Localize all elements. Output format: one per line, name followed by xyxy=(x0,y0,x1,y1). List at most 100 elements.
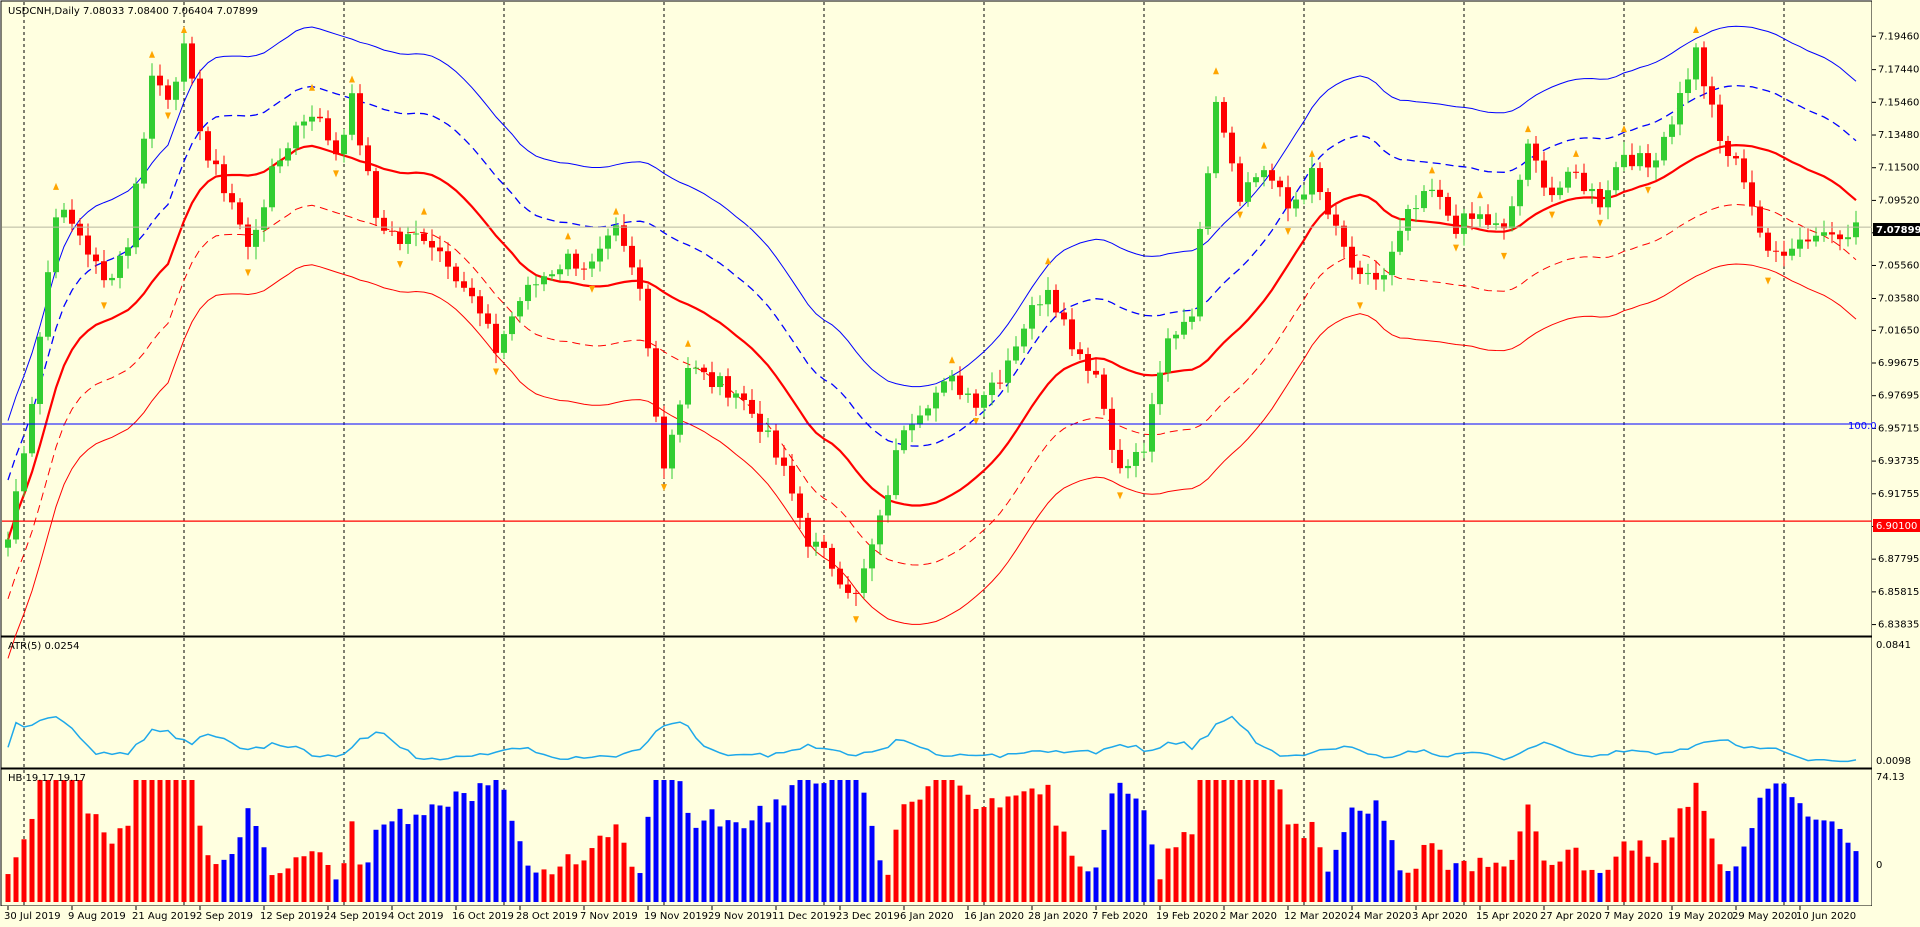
candle-body xyxy=(221,164,227,194)
candle-body xyxy=(581,268,587,270)
hb-bar xyxy=(709,809,715,902)
hb-bar xyxy=(1021,791,1027,902)
price-tick-label: 6.91755 xyxy=(1878,489,1919,500)
candle-body xyxy=(1437,189,1443,197)
hb-bar xyxy=(325,864,331,902)
hb-bar xyxy=(909,801,915,902)
candle-body xyxy=(1037,304,1043,306)
candle-body xyxy=(1733,156,1739,159)
hb-bar xyxy=(1797,803,1803,902)
atr-bottom-label: 0.0098 xyxy=(1876,756,1911,767)
hb-bar xyxy=(1429,843,1435,902)
candle-body xyxy=(741,393,747,400)
candle-body xyxy=(237,202,243,225)
candle-body xyxy=(1085,354,1091,371)
hb-bar xyxy=(1653,862,1659,902)
candle-body xyxy=(53,217,59,273)
hb-bar xyxy=(1709,838,1715,902)
candle-body xyxy=(5,539,11,548)
candle-body xyxy=(893,450,899,496)
candle-body xyxy=(677,404,683,435)
price-tick-label: 6.85815 xyxy=(1878,587,1919,598)
candle-body xyxy=(1397,230,1403,252)
hb-bar xyxy=(949,780,955,902)
hb-bar xyxy=(1845,842,1851,902)
fractal-marker xyxy=(149,50,155,58)
lower-outer-band xyxy=(7,263,1857,659)
candle-body xyxy=(789,465,795,494)
hb-bar xyxy=(1085,871,1091,902)
hb-bar xyxy=(621,842,627,902)
hb-bar xyxy=(1517,831,1523,902)
hb-bar xyxy=(213,864,219,902)
hb-bar xyxy=(1357,810,1363,902)
hb-bar xyxy=(645,816,651,902)
candle-body xyxy=(1517,179,1523,207)
hb-bar xyxy=(205,855,211,902)
price-tick-label: 6.93735 xyxy=(1878,456,1919,467)
candle-body xyxy=(1197,228,1203,317)
candle-body xyxy=(1221,101,1227,133)
candle-body xyxy=(1149,404,1155,452)
hb-bar xyxy=(165,780,171,902)
candle-body xyxy=(885,495,891,516)
candle-body xyxy=(1173,334,1179,339)
candle-body xyxy=(997,382,1003,384)
fractal-marker xyxy=(949,356,955,364)
hb-bar xyxy=(341,863,347,902)
hb-bar xyxy=(1077,866,1083,902)
hb-bar xyxy=(1381,820,1387,902)
candle-body xyxy=(1725,140,1731,157)
candle-body xyxy=(1405,209,1411,231)
fractal-marker xyxy=(1549,211,1555,219)
candle-body xyxy=(933,392,939,409)
candle-body xyxy=(1077,349,1083,355)
candle-body xyxy=(1853,222,1859,238)
candle-body xyxy=(1157,372,1163,405)
candle-body xyxy=(853,592,859,594)
hb-bar xyxy=(1621,841,1627,902)
candle-body xyxy=(405,234,411,244)
candle-body xyxy=(1541,160,1547,188)
atr-top-label: 0.0841 xyxy=(1876,640,1911,651)
hb-bar xyxy=(101,832,107,902)
hb-bar xyxy=(1125,793,1131,902)
price-tick-label: 6.87795 xyxy=(1878,554,1919,565)
candle-body xyxy=(1045,289,1051,305)
hb-bar xyxy=(493,780,499,902)
candle-body xyxy=(1269,170,1275,181)
fractal-marker xyxy=(309,83,315,91)
candle-body xyxy=(173,81,179,100)
candle-body xyxy=(21,453,27,492)
candle-body xyxy=(461,281,467,288)
hb-bar xyxy=(293,857,299,902)
hb-bottom-label: 0 xyxy=(1876,860,1882,871)
hb-bar xyxy=(1781,783,1787,902)
price-tick-label: 7.17440 xyxy=(1878,65,1919,76)
hb-bar xyxy=(581,860,587,902)
hb-bar xyxy=(749,820,755,902)
hb-bar xyxy=(1149,844,1155,902)
hb-bar xyxy=(981,807,987,902)
candle-body xyxy=(1669,124,1675,137)
candle-body xyxy=(421,233,427,241)
hb-bar xyxy=(1645,856,1651,902)
candle-body xyxy=(1133,451,1139,466)
hb-bar xyxy=(1437,849,1443,902)
hb-bar xyxy=(637,873,643,902)
hb-bar xyxy=(1181,832,1187,902)
candle-body xyxy=(1005,360,1011,383)
candle-body xyxy=(1509,206,1515,229)
candle-body xyxy=(1093,370,1099,375)
fractal-marker xyxy=(1645,186,1651,194)
candle-body xyxy=(1325,192,1331,215)
candle-body xyxy=(1597,188,1603,208)
hb-bar xyxy=(309,851,315,902)
hb-bar xyxy=(1205,780,1211,902)
hb-bar xyxy=(1229,780,1235,902)
fractal-marker xyxy=(1621,125,1627,133)
candle-body xyxy=(469,287,475,297)
hb-bar xyxy=(245,808,251,902)
fractal-marker xyxy=(613,207,619,215)
hb-bar xyxy=(549,874,555,902)
